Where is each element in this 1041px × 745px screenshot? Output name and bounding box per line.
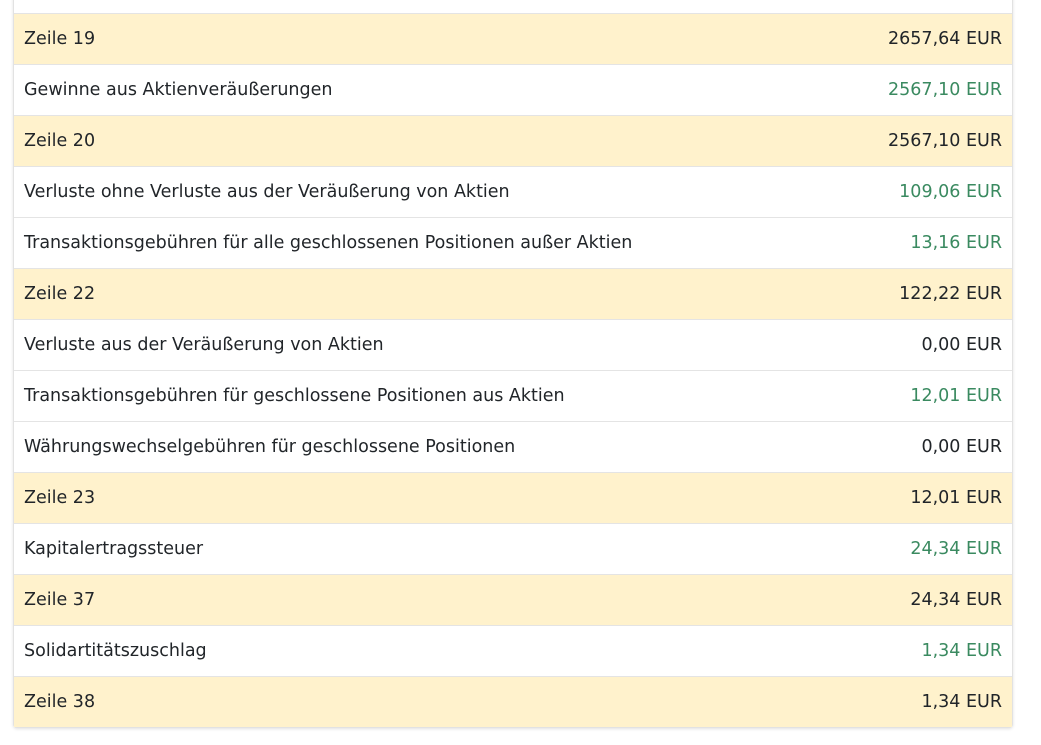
table-row: Verluste aus der Veräußerung von Aktien 0… bbox=[14, 320, 1012, 371]
row-value: 12,01 EUR bbox=[910, 488, 1002, 508]
table-row: Verluste ohne Verluste aus der Veräußeru… bbox=[14, 167, 1012, 218]
row-label: Kapitalertragssteuer bbox=[24, 539, 204, 559]
row-value: 1,34 EUR bbox=[921, 641, 1002, 661]
table-row: Währungswechselgebühren für geschlossene… bbox=[14, 422, 1012, 473]
row-value: 0,00 EUR bbox=[921, 335, 1002, 355]
row-label: Währungswechselgebühren für geschlossene… bbox=[24, 437, 516, 457]
row-label: Gewinne aus Aktienveräußerungen bbox=[24, 80, 333, 100]
total-row: Zeile 37 24,34 EUR bbox=[14, 575, 1012, 626]
row-value: 109,06 EUR bbox=[899, 182, 1002, 202]
row-value: 2657,64 EUR bbox=[888, 29, 1002, 49]
total-row: Zeile 19 2657,64 EUR bbox=[14, 14, 1012, 65]
row-value: 122,22 EUR bbox=[899, 284, 1002, 304]
row-label: Verluste ohne Verluste aus der Veräußeru… bbox=[24, 182, 510, 202]
row-label: Zeile 38 bbox=[24, 692, 96, 712]
total-row: Zeile 23 12,01 EUR bbox=[14, 473, 1012, 524]
row-label: Solidartitätszuschlag bbox=[24, 641, 207, 661]
row-value: 13,16 EUR bbox=[910, 233, 1002, 253]
tax-summary-table: Zeile 19 2657,64 EUR Gewinne aus Aktienver… bbox=[13, 0, 1013, 728]
row-label: Zeile 37 bbox=[24, 590, 96, 610]
row-value: 2567,10 EUR bbox=[888, 80, 1002, 100]
row-value: 1,34 EUR bbox=[921, 692, 1002, 712]
row-value: 24,34 EUR bbox=[910, 539, 1002, 559]
row-label: Transaktionsgebühren für geschlossene Po… bbox=[24, 386, 565, 406]
table-row: Transaktionsgebühren für geschlossene Po… bbox=[14, 371, 1012, 422]
row-label: Zeile 20 bbox=[24, 131, 96, 151]
table-row: Transaktionsgebühren für alle geschlosse… bbox=[14, 218, 1012, 269]
row-label: Zeile 22 bbox=[24, 284, 96, 304]
row-value: 0,00 EUR bbox=[921, 437, 1002, 457]
total-row: Zeile 20 2567,10 EUR bbox=[14, 116, 1012, 167]
row-label: Transaktionsgebühren für alle geschlosse… bbox=[24, 233, 633, 253]
table-row: Kapitalertragssteuer 24,34 EUR bbox=[14, 524, 1012, 575]
row-value: 2567,10 EUR bbox=[888, 131, 1002, 151]
row-label: Zeile 19 bbox=[24, 29, 96, 49]
row-label: Zeile 23 bbox=[24, 488, 96, 508]
row-value: 24,34 EUR bbox=[910, 590, 1002, 610]
table-row: Solidartitätszuschlag 1,34 EUR bbox=[14, 626, 1012, 677]
table-row bbox=[14, 0, 1012, 14]
row-value: 12,01 EUR bbox=[910, 386, 1002, 406]
row-label: Verluste aus der Veräußerung von Aktien bbox=[24, 335, 384, 355]
total-row: Zeile 38 1,34 EUR bbox=[14, 677, 1012, 727]
table-row: Gewinne aus Aktienveräußerungen 2567,10 E… bbox=[14, 65, 1012, 116]
total-row: Zeile 22 122,22 EUR bbox=[14, 269, 1012, 320]
